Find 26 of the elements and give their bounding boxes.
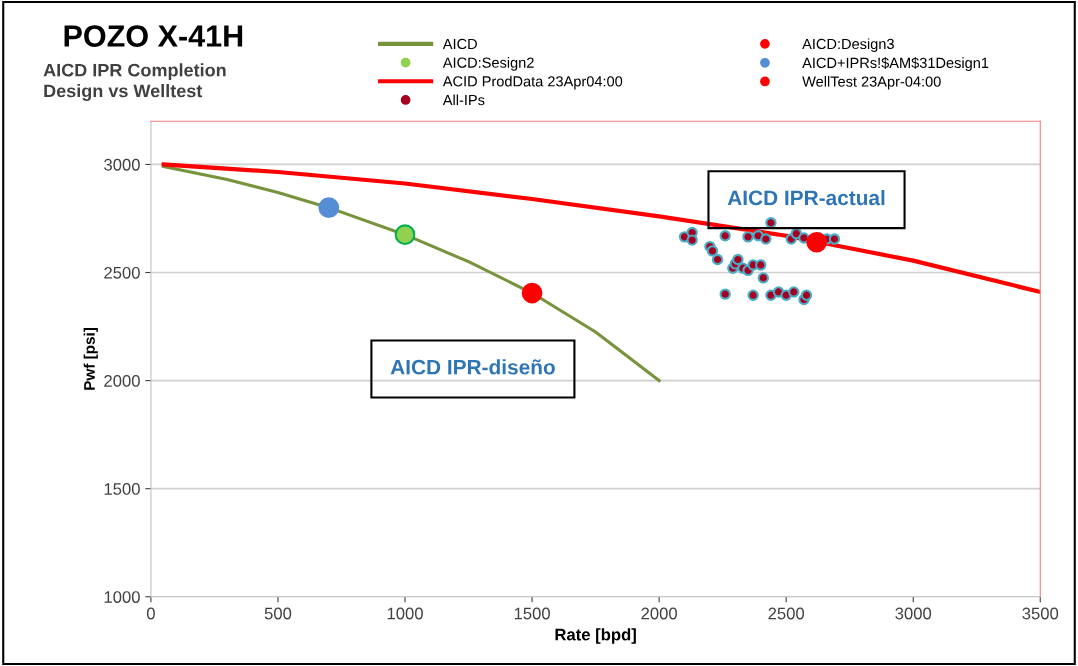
- x-tick-label: 3500: [1022, 607, 1059, 620]
- y-tick-label: 1000: [104, 591, 140, 603]
- legend-label: ACID ProdData 23Apr04:00: [442, 75, 623, 90]
- x-axis-title: Rate [bpd]: [555, 628, 636, 644]
- y-tick-label: 2000: [104, 374, 140, 387]
- x-tick-label: 500: [264, 607, 292, 620]
- chart-subtitle: AICD IPR Completion Design vs Welltest: [43, 63, 226, 101]
- legend-label: AICD: [442, 38, 477, 50]
- y-axis-title: Pwf [psi]: [83, 328, 98, 390]
- legend-label: AICD:Sesign2: [442, 57, 534, 71]
- x-tick-label: 1000: [387, 607, 423, 620]
- x-tick-label: 3000: [895, 607, 932, 620]
- x-tick-label: 1500: [514, 607, 550, 620]
- x-tick-label: 2000: [641, 607, 678, 620]
- chart-title: POZO X-41H: [64, 25, 243, 47]
- annotation: AICD IPR-actual: [727, 189, 885, 206]
- x-tick-label: 0: [146, 607, 155, 620]
- x-tick-label: 2500: [768, 607, 805, 620]
- legend-label: WellTest 23Apr-04:00: [802, 76, 941, 90]
- legend-label: AICD+IPRs!$AM$31Design1: [802, 57, 989, 71]
- y-tick-label: 3000: [104, 158, 140, 171]
- y-tick-label: 1500: [104, 483, 140, 495]
- annotation: AICD IPR-diseño: [390, 359, 555, 375]
- legend-label: All-IPs: [442, 94, 485, 106]
- legend-label: AICD:Design3: [802, 38, 894, 52]
- y-tick-label: 2500: [104, 266, 140, 279]
